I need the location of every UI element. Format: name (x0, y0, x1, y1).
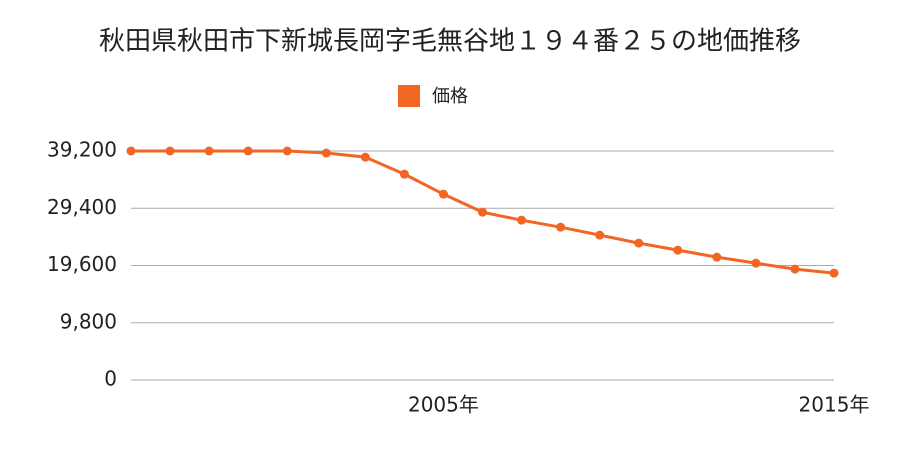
point (478, 207, 487, 217)
x-tick-label: 2015年 (799, 393, 870, 417)
point (165, 146, 175, 156)
point (243, 146, 253, 156)
point (126, 146, 136, 156)
point (673, 245, 683, 255)
legend-swatch (398, 85, 420, 107)
point (595, 230, 605, 240)
point (712, 252, 722, 262)
y-tick-label: 0 (104, 367, 117, 391)
point (399, 169, 409, 179)
y-tick-label: 9,800 (60, 309, 117, 333)
point (634, 238, 644, 248)
point (438, 189, 448, 199)
point (282, 146, 292, 156)
y-tick-label: 29,400 (47, 195, 117, 219)
y-tick-label: 19,600 (47, 252, 117, 276)
y-tick-label: 39,200 (47, 138, 117, 162)
chart-title: 秋田県秋田市下新城長岡字毛無谷地１９４番２５の地価推移 (99, 27, 801, 57)
point (556, 222, 566, 232)
point (204, 146, 214, 156)
point (829, 268, 839, 278)
legend-label: 価格 (432, 86, 468, 107)
x-tick-label: 2005年 (408, 393, 479, 417)
point (517, 215, 527, 225)
point (321, 148, 331, 158)
point (360, 152, 370, 162)
point (751, 258, 761, 268)
point (790, 264, 800, 274)
